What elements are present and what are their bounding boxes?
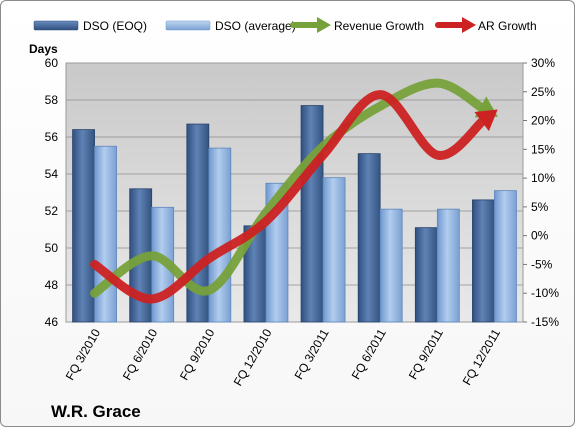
growth-lines [90,78,498,304]
bars [72,105,517,323]
legend: DSO (EOQ) DSO (average) Revenue Growth A… [33,17,537,33]
x-axis-ticks: FQ 3/2010 FQ 6/2010 FQ 9/2010 FQ 12/2010 FQ … [63,326,504,388]
bar-dso-average [379,208,403,323]
bar-dso-eoq [357,153,381,323]
legend-swatch-dso-eoq [33,20,79,31]
bar-dso-average [208,147,232,323]
legend-label-dso-average: DSO (average) [215,19,296,33]
line-revenue-growth [90,78,487,298]
right-tick-label: 15% [531,142,555,156]
left-tick-label: 54 [45,167,59,181]
x-tick-label: FQ 3/2010 [63,326,104,382]
x-tick-label: FQ 12/2010 [231,326,275,388]
bar-dso-average [436,208,460,323]
left-tick-label: 52 [45,204,59,218]
arrowhead-ar-growth [474,109,498,132]
left-tick-label: 50 [45,241,59,255]
bar-dso-average [494,190,517,323]
left-axis-title: Days [29,42,58,56]
legend-swatch-dso-average [165,20,211,31]
right-axis-ticks: -15% -10% -5% 0% 5% 10% 15% 20% 25% 30% [523,56,559,329]
legend-label-ar-growth: AR Growth [478,19,537,33]
x-tick-label: FQ 3/2011 [292,326,332,382]
right-tick-label: 25% [531,85,555,99]
right-tick-label: 0% [531,229,549,243]
bar-dso-eoq [472,199,495,323]
x-tick-label: FQ 6/2010 [120,326,161,382]
left-tick-label: 58 [45,93,59,107]
company-label: W.R. Grace [51,402,141,421]
bar-dso-eoq [414,227,438,323]
legend-label-dso-eoq: DSO (EOQ) [83,19,147,33]
left-tick-label: 46 [45,315,59,329]
right-tick-label: -5% [531,257,553,271]
x-tick-label: FQ 9/2011 [406,326,446,382]
line-ar-growth [90,90,488,304]
legend-arrow-revenue-growth [290,17,331,33]
x-tick-label: FQ 6/2011 [349,326,389,382]
right-tick-label: 10% [531,171,555,185]
left-tick-label: 56 [45,130,59,144]
left-tick-label: 60 [45,56,59,70]
x-tick-label: FQ 12/2011 [460,326,504,387]
x-tick-label: FQ 9/2010 [177,326,218,382]
right-tick-label: 30% [531,56,555,70]
left-axis-ticks: 46 48 50 52 54 56 58 60 [45,56,59,329]
right-tick-label: 5% [531,200,549,214]
bar-dso-eoq [300,105,324,323]
bar-dso-average [322,177,346,323]
legend-arrow-ar-growth [435,17,476,33]
right-tick-label: -10% [531,286,559,300]
right-tick-label: -15% [531,315,559,329]
legend-label-revenue-growth: Revenue Growth [334,19,424,33]
left-tick-label: 48 [45,278,59,292]
right-tick-label: 20% [531,114,555,128]
